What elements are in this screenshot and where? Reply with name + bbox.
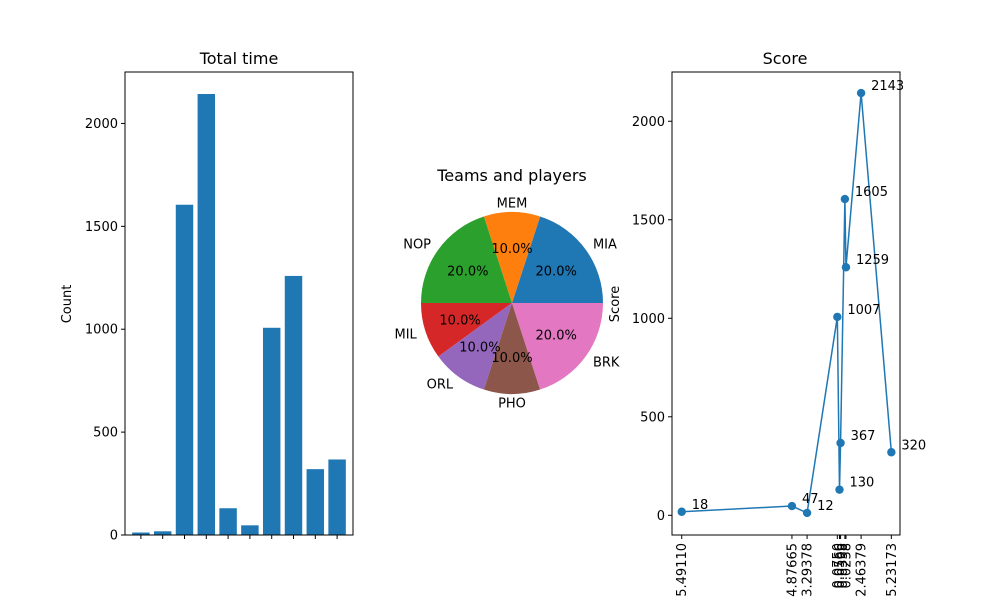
bar	[328, 459, 346, 535]
line-point-label: 12	[817, 499, 834, 514]
bar-chart-panel: Total time Count 0 500 1000 1500 2000	[60, 49, 354, 544]
line-y-tick-label: 1000	[632, 312, 665, 327]
line-x-ticks: 5.49110 4.87665 3.29378 0.07500.05660.03380…	[675, 535, 900, 597]
line-series	[677, 88, 896, 518]
line-point-label: 1007	[847, 303, 880, 318]
line-point	[841, 263, 851, 272]
line-x-tick-label: 0.0750	[831, 543, 846, 589]
bar	[175, 204, 194, 535]
line-point-label: 1259	[856, 253, 889, 268]
pie-slice	[483, 303, 541, 394]
line-point	[836, 438, 845, 448]
line-point	[887, 448, 896, 457]
line-point-label: 18	[692, 498, 709, 513]
line-y-tick-label: 1500	[632, 213, 665, 228]
pie-percent-label: 20.0%	[447, 264, 488, 279]
line-x-tick-label: 4.87665	[785, 543, 800, 597]
pie-slice	[421, 216, 512, 303]
pie-slice	[512, 303, 603, 390]
line-point-label: 1605	[855, 185, 888, 200]
pie-percent-label: 20.0%	[536, 264, 577, 279]
pie-percent-label: 10.0%	[439, 313, 480, 328]
line-point-label: 367	[851, 429, 876, 444]
bar-y-ticks: 0 500 1000 1500 2000	[85, 117, 125, 544]
pie-slice-label: BRK	[593, 355, 620, 370]
line-point	[802, 508, 812, 518]
bar	[132, 532, 150, 535]
bar-series	[132, 94, 346, 535]
pie-slices	[421, 212, 603, 394]
line-point	[856, 88, 866, 98]
line-x-tick-label: 3.29378	[801, 543, 816, 597]
pie-slice-label: MIL	[395, 327, 418, 342]
pie-slice-label: ORL	[427, 377, 454, 392]
pie-percent-label: 10.0%	[459, 341, 500, 356]
line-point	[840, 194, 850, 204]
line-x-tick-label: 0.0258	[839, 543, 854, 589]
line-point-label: 2143	[871, 79, 904, 94]
pie-slice	[438, 303, 512, 390]
pie-slice-label: MEM	[497, 196, 528, 211]
pie-labels: MIA 20.0% MEM 10.0% NOP 20.0% MIL 10.0% ORL 10.0%…	[395, 196, 620, 411]
bar	[284, 275, 303, 535]
line-chart-ylabel: Score	[608, 286, 623, 322]
line-point	[787, 501, 797, 511]
pie-slice-label: PHO	[498, 397, 526, 412]
line-y-ticks: 0 500 1000 1500 2000	[632, 115, 672, 524]
line-x-tick-label: 5.23173	[885, 543, 900, 597]
bar-chart-title: Total time	[199, 49, 279, 68]
pie-chart-panel: Teams and players MIA 20.0% MEM 10.0% NOP 20.…	[395, 166, 620, 412]
bar	[306, 469, 325, 535]
line-y-tick-label: 2000	[632, 115, 665, 130]
line-x-tick-label: 5.49110	[675, 543, 690, 597]
line-point	[835, 485, 844, 494]
line-point-label: 47	[802, 492, 819, 507]
line-chart-panel: Score Score 0 500 1000 1500 2000 5.49110 4.87…	[608, 49, 926, 597]
pie-slice-label: NOP	[403, 238, 431, 253]
pie-slice	[483, 212, 541, 303]
bar	[262, 327, 281, 535]
bar-y-tick-label: 1000	[85, 323, 118, 338]
line-y-tick-label: 0	[657, 509, 665, 524]
line-y-tick-label: 500	[640, 410, 665, 425]
bar-y-tick-label: 2000	[85, 117, 118, 132]
pie-chart-title: Teams and players	[436, 166, 587, 185]
bar-y-tick-label: 500	[93, 426, 118, 441]
line-point	[833, 312, 842, 322]
line-chart-frame	[671, 71, 901, 536]
bar-x-ticks	[140, 535, 338, 539]
line-path	[681, 93, 893, 515]
pie-percent-label: 20.0%	[536, 329, 577, 344]
pie-slice	[512, 216, 603, 303]
line-x-tick-label: 0.0338	[836, 543, 851, 589]
pie-slice-label: MIA	[593, 238, 617, 253]
line-point-label: 320	[901, 438, 926, 453]
bar	[153, 531, 172, 535]
line-point-label: 130	[849, 476, 874, 491]
bar-chart-frame	[124, 71, 354, 536]
bar	[241, 525, 259, 535]
pie-percent-label: 10.0%	[491, 242, 532, 257]
bar	[197, 94, 216, 535]
line-point	[677, 507, 686, 516]
bar	[219, 508, 237, 535]
bar-y-tick-label: 0	[110, 529, 118, 544]
pie-slice	[421, 303, 512, 357]
bar-chart-ylabel: Count	[60, 285, 75, 324]
bar-y-tick-label: 1500	[85, 220, 118, 235]
pie-percent-label: 10.0%	[491, 351, 532, 366]
line-x-tick-label: 2.46379	[855, 543, 870, 597]
line-x-tick-label: 0.0566	[833, 543, 848, 589]
line-chart-title: Score	[763, 49, 808, 68]
